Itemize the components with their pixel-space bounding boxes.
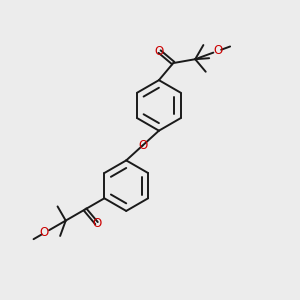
Text: O: O <box>214 44 223 57</box>
Text: O: O <box>138 139 147 152</box>
Text: O: O <box>154 45 164 58</box>
Text: O: O <box>92 217 101 230</box>
Text: O: O <box>40 226 49 239</box>
